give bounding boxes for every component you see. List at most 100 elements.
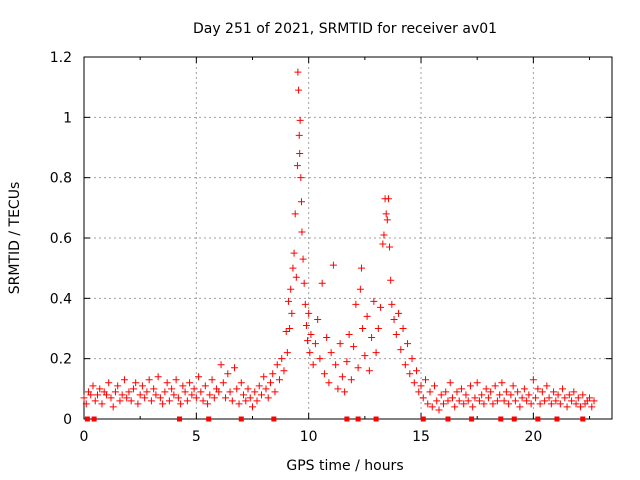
data-point (527, 400, 535, 408)
data-point (240, 391, 248, 399)
data-point (199, 397, 207, 405)
data-point (186, 379, 194, 387)
data-point (343, 358, 351, 366)
data-point (306, 349, 314, 357)
data-point (152, 391, 160, 399)
data-point (520, 385, 528, 393)
x-tick-label: 10 (300, 429, 318, 445)
data-point (473, 379, 481, 387)
data-point (392, 331, 400, 339)
zero-point (355, 416, 361, 422)
data-point (417, 382, 425, 390)
data-point (172, 376, 180, 384)
data-point (554, 391, 562, 399)
data-point (132, 379, 140, 387)
zero-point (176, 416, 182, 422)
data-point (543, 382, 551, 390)
data-point (316, 355, 324, 363)
data-point (237, 379, 245, 387)
data-point (298, 228, 306, 236)
data-point (572, 400, 580, 408)
data-point (514, 388, 522, 396)
data-point (163, 379, 171, 387)
x-tick-label: 5 (192, 429, 201, 445)
data-point (161, 388, 169, 396)
data-point (288, 309, 296, 317)
y-tick-label: 1.2 (50, 50, 72, 66)
data-point (356, 285, 364, 293)
data-point (541, 397, 549, 405)
data-point (226, 388, 234, 396)
data-point (341, 388, 349, 396)
data-point (262, 385, 270, 393)
data-point (361, 352, 369, 360)
data-point (478, 391, 486, 399)
data-point (357, 264, 365, 272)
data-point (283, 349, 291, 357)
data-point (296, 116, 304, 124)
data-point (334, 385, 342, 393)
data-point (563, 403, 571, 411)
data-point (426, 388, 434, 396)
data-point (347, 376, 355, 384)
data-point (502, 388, 510, 396)
data-point (251, 388, 259, 396)
data-point (448, 394, 456, 402)
data-point (244, 385, 252, 393)
data-point (295, 131, 303, 139)
data-point (102, 391, 110, 399)
data-point (525, 391, 533, 399)
zero-point (445, 416, 451, 422)
data-point (292, 273, 300, 281)
data-point (498, 379, 506, 387)
data-point (550, 388, 558, 396)
data-point (300, 279, 308, 287)
data-point (299, 255, 307, 263)
data-point (534, 385, 542, 393)
zero-point (84, 416, 90, 422)
data-point (390, 315, 398, 323)
data-point (289, 264, 297, 272)
data-point (253, 397, 261, 405)
data-point (529, 376, 537, 384)
data-point (462, 391, 470, 399)
data-point (165, 397, 173, 405)
data-point (482, 385, 490, 393)
data-point (246, 394, 254, 402)
data-point (188, 391, 196, 399)
data-point (410, 379, 418, 387)
data-point (147, 397, 155, 405)
data-point (255, 382, 263, 390)
data-point (406, 370, 414, 378)
data-point (565, 391, 573, 399)
y-tick-label: 0.2 (50, 352, 72, 368)
data-point (150, 385, 158, 393)
data-point (197, 388, 205, 396)
data-point (386, 243, 394, 251)
data-point (80, 394, 88, 402)
data-point (190, 385, 198, 393)
data-point (141, 394, 149, 402)
zero-point (511, 416, 517, 422)
data-point (145, 376, 153, 384)
data-point (93, 391, 101, 399)
data-point (297, 174, 305, 182)
data-point (170, 391, 178, 399)
data-point (588, 403, 596, 411)
data-point (451, 403, 459, 411)
data-point (431, 382, 439, 390)
data-point (380, 231, 388, 239)
data-point (295, 86, 303, 94)
data-points (80, 68, 598, 422)
data-point (511, 397, 519, 405)
data-point (233, 385, 241, 393)
data-point (98, 400, 106, 408)
data-point (453, 388, 461, 396)
data-point (547, 400, 555, 408)
data-point (219, 379, 227, 387)
zero-point (498, 416, 504, 422)
y-tick-label: 0.4 (50, 291, 72, 307)
data-point (509, 382, 517, 390)
data-point (174, 394, 182, 402)
